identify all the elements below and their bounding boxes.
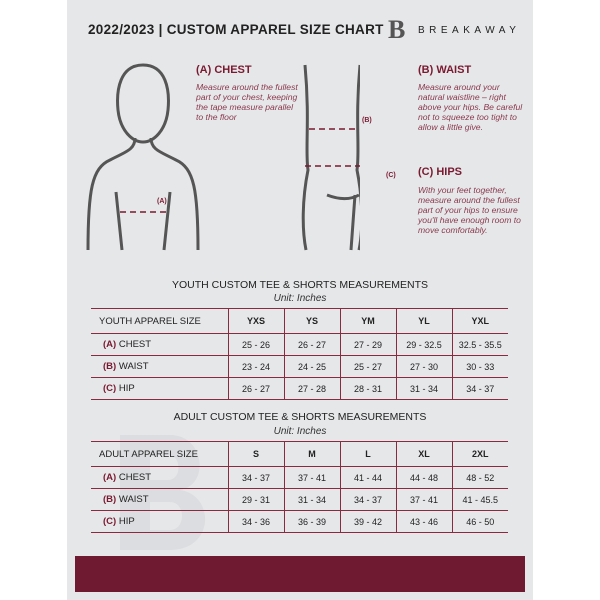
measurement-value: 41 - 44	[339, 466, 396, 489]
hips-description: With your feet together, measure around …	[418, 185, 521, 235]
measurement-value: 24 - 25	[283, 355, 340, 378]
table-row: (C) HIP 34 - 36 36 - 39 39 - 42 43 - 46 46 - …	[91, 510, 508, 533]
measurement-letter: (B)	[103, 361, 117, 372]
brand-logo: B	[388, 15, 406, 44]
measurement-value: 37 - 41	[283, 466, 340, 489]
size-column-header: YS	[283, 308, 340, 334]
size-column-header: YM	[339, 308, 396, 334]
size-column-header: YXS	[227, 308, 284, 334]
size-column-header: YXL	[451, 308, 508, 334]
measurement-label: (B) WAIST	[91, 355, 228, 378]
measurement-value: 31 - 34	[395, 377, 452, 400]
measurement-label: (C) HIP	[91, 510, 228, 533]
table-row: (B) WAIST 29 - 31 31 - 34 34 - 37 37 - 41 41 …	[91, 488, 508, 511]
measurement-value: 43 - 46	[395, 510, 452, 533]
chest-description: Measure around the fullest part of your …	[196, 82, 298, 122]
measurement-value: 41 - 45.5	[451, 488, 508, 511]
youth-table-title: YOUTH CUSTOM TEE & SHORTS MEASUREMENTS	[171, 279, 429, 291]
measurement-label: (B) WAIST	[91, 488, 228, 511]
measurement-value: 34 - 36	[227, 510, 284, 533]
size-column-header: L	[339, 441, 396, 467]
measurement-value: 28 - 31	[339, 377, 396, 400]
measurement-value: 23 - 24	[227, 355, 284, 378]
measurement-value: 37 - 41	[395, 488, 452, 511]
adult-unit: Unit: Inches	[273, 426, 327, 437]
table-header-row: ADULT APPAREL SIZE S M L XL 2XL	[91, 441, 508, 467]
chest-heading: (A) CHEST	[196, 64, 252, 76]
measurement-name: HIP	[118, 383, 135, 394]
measurement-letter: (A)	[103, 472, 117, 483]
measurement-value: 32.5 - 35.5	[451, 333, 508, 356]
measurement-label: (A) CHEST	[91, 466, 228, 489]
measurement-letter: (C)	[103, 383, 117, 394]
measurement-value: 25 - 26	[227, 333, 284, 356]
size-column-header: YL	[395, 308, 452, 334]
size-column-header: S	[227, 441, 284, 467]
table-header-row: YOUTH APPAREL SIZE YXS YS YM YL YXL	[91, 308, 508, 334]
measurement-value: 46 - 50	[451, 510, 508, 533]
waist-description: Measure around your natural waistline – …	[418, 82, 523, 132]
adult-size-table: ADULT APPAREL SIZE S M L XL 2XL (A) CHEST 34 - …	[91, 441, 508, 533]
measurement-value: 48 - 52	[451, 466, 508, 489]
waist-heading: (B) WAIST	[418, 64, 472, 76]
size-header: ADULT APPAREL SIZE	[91, 441, 228, 467]
measurement-name: CHEST	[118, 472, 152, 483]
hips-marker: (C)	[386, 172, 396, 179]
brand-name: BREAKAWAY	[418, 25, 521, 36]
footer-bar	[75, 556, 525, 592]
measurement-value: 27 - 29	[339, 333, 396, 356]
measurement-letter: (A)	[103, 339, 117, 350]
table-row: (C) HIP 26 - 27 27 - 28 28 - 31 31 - 34 34 - …	[91, 377, 508, 400]
measurement-letter: (B)	[103, 494, 117, 505]
measurement-label: (C) HIP	[91, 377, 228, 400]
measurement-value: 39 - 42	[339, 510, 396, 533]
table-row: (A) CHEST 25 - 26 26 - 27 27 - 29 29 - 32.5 3…	[91, 333, 508, 356]
measurement-value: 29 - 32.5	[395, 333, 452, 356]
measurement-value: 34 - 37	[451, 377, 508, 400]
measurement-name: WAIST	[118, 361, 149, 372]
chest-marker: (A)	[157, 198, 167, 205]
measurement-value: 34 - 37	[339, 488, 396, 511]
measurement-value: 26 - 27	[283, 333, 340, 356]
page-title: 2022/2023 | CUSTOM APPAREL SIZE CHART	[88, 22, 384, 37]
table-row: (A) CHEST 34 - 37 37 - 41 41 - 44 44 - 48 48 …	[91, 466, 508, 489]
measurement-letter: (C)	[103, 516, 117, 527]
measurement-name: CHEST	[118, 339, 152, 350]
measurement-name: WAIST	[118, 494, 149, 505]
adult-table-title: ADULT CUSTOM TEE & SHORTS MEASUREMENTS	[173, 411, 427, 423]
size-column-header: 2XL	[451, 441, 508, 467]
measurement-value: 27 - 28	[283, 377, 340, 400]
table-row: (B) WAIST 23 - 24 24 - 25 25 - 27 27 - 30 30 …	[91, 355, 508, 378]
measurement-value: 26 - 27	[227, 377, 284, 400]
measurement-value: 31 - 34	[283, 488, 340, 511]
measurement-value: 36 - 39	[283, 510, 340, 533]
size-column-header: XL	[395, 441, 452, 467]
youth-unit: Unit: Inches	[273, 293, 327, 304]
body-illustration	[86, 63, 360, 251]
size-header: YOUTH APPAREL SIZE	[91, 308, 228, 334]
measurement-value: 29 - 31	[227, 488, 284, 511]
youth-size-table: YOUTH APPAREL SIZE YXS YS YM YL YXL (A) CHEST 2…	[91, 308, 508, 400]
measurement-value: 27 - 30	[395, 355, 452, 378]
measurement-value: 25 - 27	[339, 355, 396, 378]
measurement-label: (A) CHEST	[91, 333, 228, 356]
measurement-value: 30 - 33	[451, 355, 508, 378]
waist-marker: (B)	[362, 117, 372, 124]
hips-heading: (C) HIPS	[418, 166, 462, 178]
size-column-header: M	[283, 441, 340, 467]
measurement-value: 34 - 37	[227, 466, 284, 489]
measurement-name: HIP	[118, 516, 135, 527]
measurement-value: 44 - 48	[395, 466, 452, 489]
